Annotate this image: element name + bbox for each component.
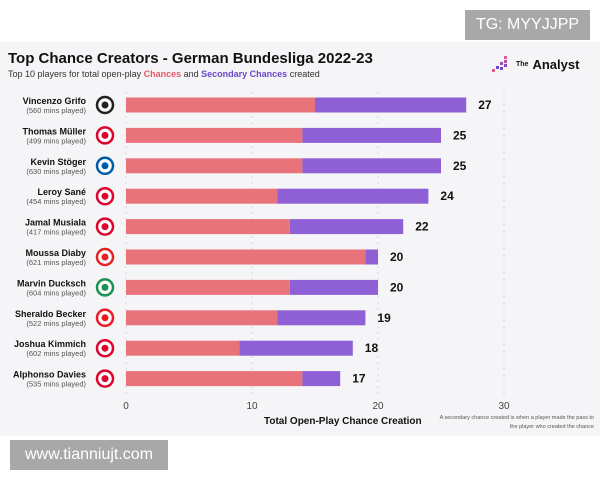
- bar-secondary-chances: [289, 279, 378, 295]
- club-badge-center: [101, 223, 109, 231]
- player-name: Marvin Ducksch: [17, 278, 86, 288]
- watermark-bottom: www.tianniujt.com: [10, 440, 168, 470]
- bar-chances: [126, 310, 278, 326]
- minutes-played: (522 mins played): [26, 319, 86, 328]
- player-name: Jamal Musiala: [25, 218, 87, 228]
- club-badge-center: [101, 192, 109, 200]
- bar-chances: [126, 249, 366, 265]
- bar-secondary-chances: [365, 249, 378, 265]
- minutes-played: (454 mins played): [26, 197, 86, 206]
- bar-total-label: 22: [415, 220, 429, 234]
- player-name: Alphonso Davies: [13, 370, 86, 380]
- player-name: Kevin Stöger: [30, 157, 86, 167]
- club-badge-center: [101, 131, 109, 139]
- minutes-played: (417 mins played): [26, 228, 86, 237]
- bar-chances: [126, 219, 290, 235]
- bar-total-label: 25: [453, 159, 467, 173]
- club-badge-center: [101, 375, 109, 383]
- club-badge-center: [101, 344, 109, 352]
- bar-total-label: 20: [390, 250, 404, 264]
- bar-chances: [126, 371, 303, 387]
- bar-secondary-chances: [239, 340, 353, 356]
- logo-icon: [492, 56, 507, 72]
- minutes-played: (560 mins played): [26, 106, 86, 115]
- bar-secondary-chances: [289, 219, 404, 235]
- x-axis-label: Total Open-Play Chance Creation: [264, 416, 422, 427]
- bar-total-label: 20: [390, 280, 404, 294]
- club-badge-center: [101, 314, 109, 322]
- minutes-played: (602 mins played): [26, 349, 86, 358]
- player-name: Joshua Kimmich: [14, 339, 86, 349]
- bar-secondary-chances: [277, 310, 366, 326]
- bar-total-label: 18: [365, 341, 379, 355]
- chart-subtitle: Top 10 players for total open-play Chanc…: [8, 69, 320, 79]
- bar-secondary-chances: [302, 158, 441, 174]
- bar-total-label: 19: [377, 311, 391, 325]
- minutes-played: (604 mins played): [26, 288, 86, 297]
- x-tick-label: 20: [372, 401, 384, 412]
- legend-chances: Chances: [143, 69, 182, 79]
- player-name: Thomas Müller: [22, 126, 86, 136]
- club-badge-center: [101, 283, 109, 291]
- player-name: Vincenzo Grifo: [23, 96, 87, 106]
- bar-total-label: 24: [440, 189, 454, 203]
- bar-total-label: 17: [352, 372, 366, 386]
- bar-chances: [126, 340, 240, 356]
- x-tick-label: 10: [246, 401, 258, 412]
- chart-title: Top Chance Creators - German Bundesliga …: [8, 50, 373, 67]
- player-name: Sheraldo Becker: [15, 309, 87, 319]
- bar-secondary-chances: [302, 371, 341, 387]
- bar-chances: [126, 279, 290, 295]
- bar-total-label: 27: [478, 98, 492, 112]
- minutes-played: (535 mins played): [26, 380, 86, 389]
- bar-secondary-chances: [315, 97, 467, 113]
- legend-secondary: Secondary Chances: [201, 69, 288, 79]
- player-name: Moussa Diaby: [25, 248, 86, 258]
- bar-chances: [126, 188, 278, 204]
- club-badge-center: [101, 162, 109, 170]
- minutes-played: (621 mins played): [26, 258, 86, 267]
- minutes-played: (630 mins played): [26, 167, 86, 176]
- bar-chances: [126, 158, 303, 174]
- bar-chances: [126, 127, 303, 143]
- watermark-top: TG: MYYJJPP: [465, 10, 590, 40]
- x-tick-label: 30: [498, 401, 510, 412]
- analyst-logo: The Analyst: [492, 56, 579, 72]
- bar-secondary-chances: [302, 127, 441, 143]
- club-badge-center: [101, 253, 109, 261]
- footnote: A secondary chance created is when a pla…: [439, 415, 594, 430]
- player-name: Leroy Sané: [37, 187, 86, 197]
- x-tick-label: 0: [123, 401, 129, 412]
- minutes-played: (499 mins played): [26, 136, 86, 145]
- club-badge-center: [101, 101, 109, 109]
- bar-chances: [126, 97, 315, 113]
- bar-secondary-chances: [277, 188, 429, 204]
- bar-total-label: 25: [453, 128, 467, 142]
